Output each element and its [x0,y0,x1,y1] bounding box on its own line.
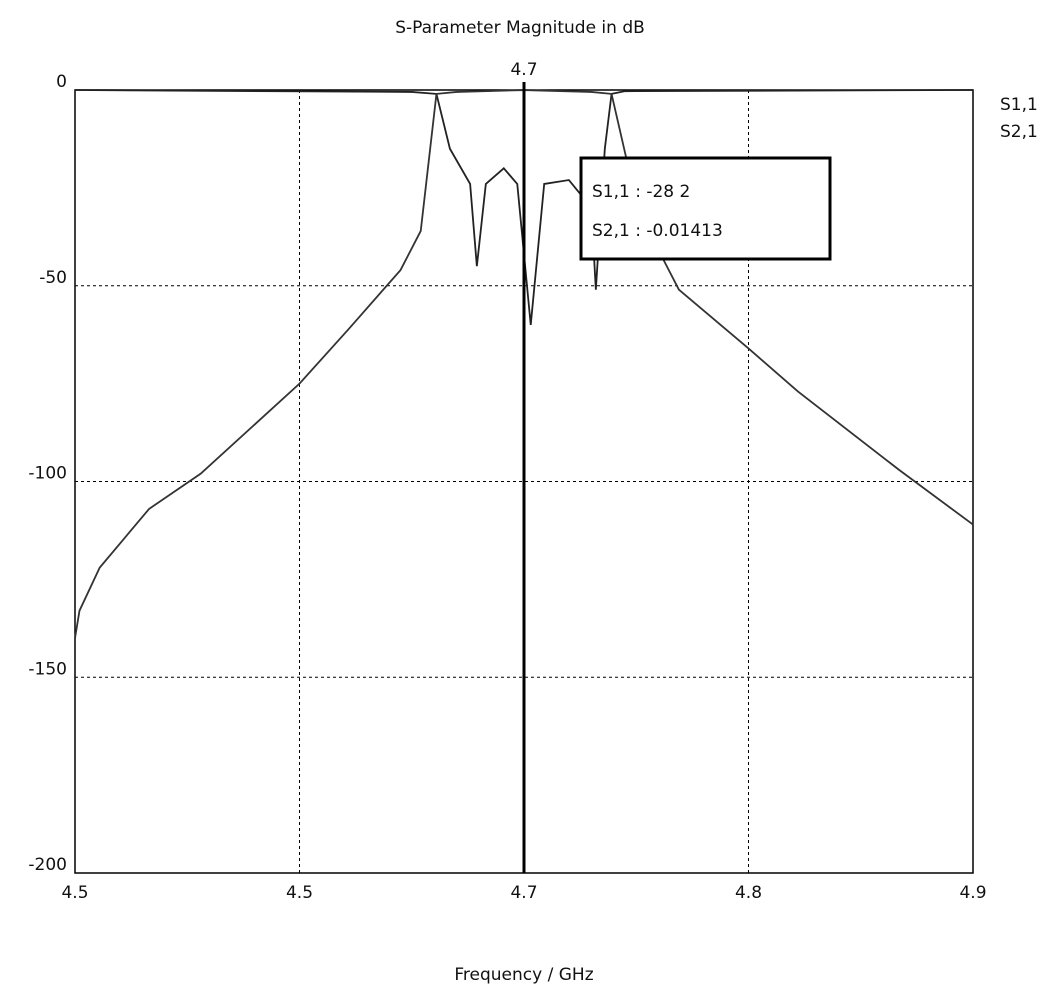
chart-title: S-Parameter Magnitude in dB [395,18,645,38]
y-tick-label: -50 [39,268,67,288]
x-tick-label: 4.7 [510,883,537,903]
marker-label: 4.7 [510,60,537,80]
y-tick-label: 0 [56,72,67,92]
y-tick-label: -200 [28,855,67,875]
marker-box [579,156,832,261]
legend-entry: S2,1 [1000,122,1038,142]
x-tick-label: 4.5 [286,883,313,903]
x-tick-label: 4.8 [735,883,762,903]
x-tick-label: 4.5 [61,883,88,903]
x-axis-label: Frequency / GHz [454,965,593,985]
y-tick-label: -150 [28,659,67,679]
marker-readout: S1,1 : -28 2 [592,182,690,202]
legend-entry: S1,1 [1000,95,1038,115]
x-tick-label: 4.9 [959,883,986,903]
y-tick-label: -100 [28,464,67,484]
series-line [74,89,974,639]
marker-readout: S2,1 : -0.01413 [592,221,723,241]
